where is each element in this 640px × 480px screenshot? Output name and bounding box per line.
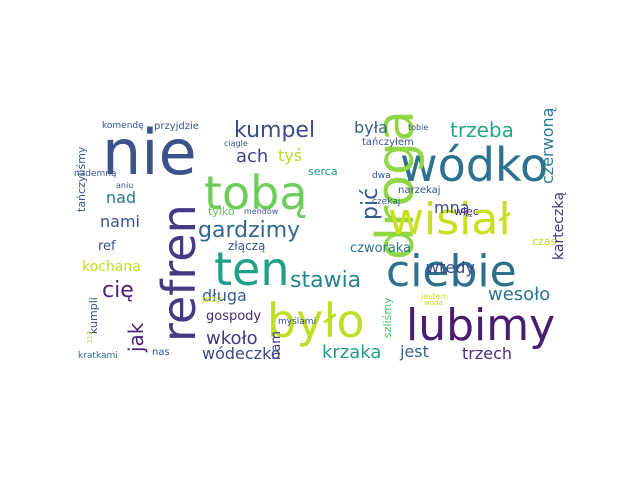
word: karteczką [551, 191, 567, 260]
word: wódko [400, 138, 549, 192]
word: więc [454, 205, 479, 218]
word: serca [308, 165, 338, 178]
word: nas [152, 347, 170, 358]
word: dwa [372, 171, 391, 181]
word: jest [400, 342, 429, 361]
word: czerwoną [538, 107, 557, 184]
word: tobie [408, 123, 429, 132]
word: kumpel [234, 118, 316, 143]
word: gospody [206, 309, 262, 324]
word: była [354, 118, 388, 137]
word: mną [434, 198, 470, 217]
word: jestem [421, 292, 449, 301]
word: narzekaj [398, 185, 441, 196]
word: mendów [244, 207, 279, 216]
word: nad [106, 188, 137, 207]
word: wisiał [388, 194, 511, 245]
word: nami [100, 212, 140, 231]
word: tyś [278, 146, 303, 165]
word: szliśmy [381, 297, 394, 338]
word: ciebie [386, 246, 517, 297]
word: gardzimy [198, 218, 301, 243]
word: myślami [278, 317, 317, 327]
word-cloud: nie wódko droga refren tobą wisiał ten ciebie by… [72, 108, 572, 370]
word: 312 [86, 330, 94, 344]
word: czas [532, 235, 557, 248]
word: ref [98, 239, 116, 254]
word: nademną [74, 169, 117, 179]
word: przy [202, 295, 222, 305]
word: złączą [228, 239, 266, 253]
word: wtedy [426, 258, 475, 277]
word: było [267, 294, 365, 348]
word: kochana [82, 259, 141, 275]
word: trzech [462, 344, 513, 363]
word: nie [102, 116, 197, 189]
word: czekaj [372, 197, 401, 207]
word: kratkami [78, 351, 118, 361]
word: jak [124, 322, 148, 352]
word: krzaka [322, 342, 382, 363]
word: kumpli [87, 297, 100, 334]
word: komendę [102, 121, 144, 131]
word: ach [236, 146, 269, 167]
word: czworaka [350, 241, 412, 256]
word: aniu [116, 181, 134, 190]
word: przyjdzie [154, 121, 199, 132]
word: refren [152, 204, 206, 342]
word: tylko [208, 205, 235, 218]
word: ten [214, 242, 290, 296]
word: ciągle [224, 139, 248, 148]
word: cię [102, 278, 134, 303]
word: tańczyliśmy [75, 146, 88, 212]
word: nam [269, 331, 284, 360]
word: wódeczko [202, 344, 281, 363]
word: wóda [424, 299, 443, 307]
word: stawia [290, 268, 362, 293]
word: długa [202, 286, 247, 305]
word: lubimy [406, 300, 556, 351]
word: tańczyłem [362, 137, 414, 148]
word: trzeba [450, 118, 514, 142]
word: tobą [204, 166, 308, 220]
word: wkoło [206, 328, 258, 349]
word: wesoło [488, 284, 551, 305]
